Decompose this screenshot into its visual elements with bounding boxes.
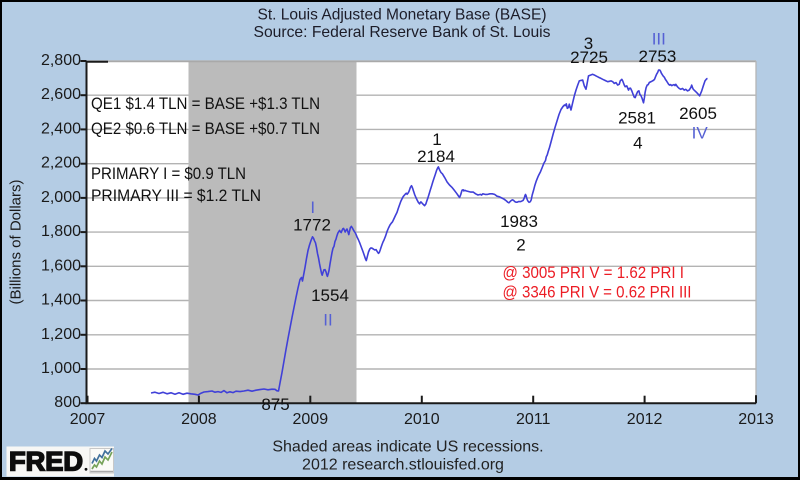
svg-text:@ 3346 PRI V = 0.62 PRI III: @ 3346 PRI V = 0.62 PRI III: [503, 283, 692, 302]
svg-text:1,000: 1,000: [41, 360, 81, 377]
svg-text:2,600: 2,600: [41, 86, 81, 103]
svg-text:1,600: 1,600: [41, 257, 81, 274]
svg-text:@ 3005 PRI V = 1.62 PRI I: @ 3005 PRI V = 1.62 PRI I: [503, 263, 685, 282]
svg-text:4: 4: [633, 133, 642, 152]
svg-text:FRED: FRED: [9, 447, 83, 477]
svg-text:3: 3: [584, 34, 593, 53]
svg-text:1772: 1772: [293, 216, 331, 235]
svg-text:2009: 2009: [293, 411, 329, 428]
svg-text:2,200: 2,200: [41, 155, 81, 172]
svg-text:2008: 2008: [181, 411, 217, 428]
svg-text:2013: 2013: [738, 411, 774, 428]
svg-text:PRIMARY I = $0.9 TLN: PRIMARY I = $0.9 TLN: [91, 164, 246, 183]
svg-text:IV: IV: [692, 124, 709, 143]
svg-text:2011: 2011: [516, 411, 551, 428]
svg-text:I: I: [310, 198, 315, 217]
svg-text:Source: Federal Reserve Bank o: Source: Federal Reserve Bank of St. Loui…: [254, 24, 551, 41]
svg-text:2,000: 2,000: [41, 189, 81, 206]
svg-text:1,400: 1,400: [41, 292, 81, 309]
svg-text:1,200: 1,200: [41, 326, 81, 343]
svg-text:2,400: 2,400: [41, 120, 81, 137]
svg-text:QE2 $0.6 TLN = BASE +$0.7 TLN: QE2 $0.6 TLN = BASE +$0.7 TLN: [91, 119, 320, 138]
svg-text:2012 research.stlouisfed.org: 2012 research.stlouisfed.org: [302, 457, 504, 474]
svg-text:Shaded areas indicate US reces: Shaded areas indicate US recessions.: [272, 439, 543, 456]
svg-text:2,800: 2,800: [41, 52, 81, 69]
svg-text:875: 875: [261, 395, 289, 414]
svg-text:1554: 1554: [311, 286, 349, 305]
svg-text:2012: 2012: [627, 411, 663, 428]
svg-text:1: 1: [432, 130, 441, 149]
svg-text:2581: 2581: [618, 109, 656, 128]
svg-text:2010: 2010: [404, 411, 440, 428]
svg-text:QE1 $1.4 TLN = BASE +$1.3 TLN: QE1 $1.4 TLN = BASE +$1.3 TLN: [91, 94, 320, 113]
svg-text:III: III: [652, 30, 666, 49]
svg-text:2725: 2725: [570, 48, 608, 67]
svg-text:2753: 2753: [638, 47, 676, 66]
svg-text:1,800: 1,800: [41, 223, 81, 240]
svg-text:PRIMARY III = $1.2 TLN: PRIMARY III = $1.2 TLN: [91, 186, 261, 205]
svg-text:800: 800: [54, 394, 81, 411]
svg-text:2605: 2605: [679, 104, 717, 123]
svg-text:2: 2: [516, 236, 525, 255]
svg-text:2184: 2184: [417, 147, 455, 166]
svg-text:II: II: [323, 311, 332, 330]
svg-text:1983: 1983: [500, 212, 538, 231]
svg-text:2007: 2007: [70, 411, 106, 428]
svg-text:(Billions of Dollars): (Billions of Dollars): [8, 179, 25, 304]
svg-text:St. Louis Adjusted Monetary Ba: St. Louis Adjusted Monetary Base (BASE): [258, 7, 547, 24]
